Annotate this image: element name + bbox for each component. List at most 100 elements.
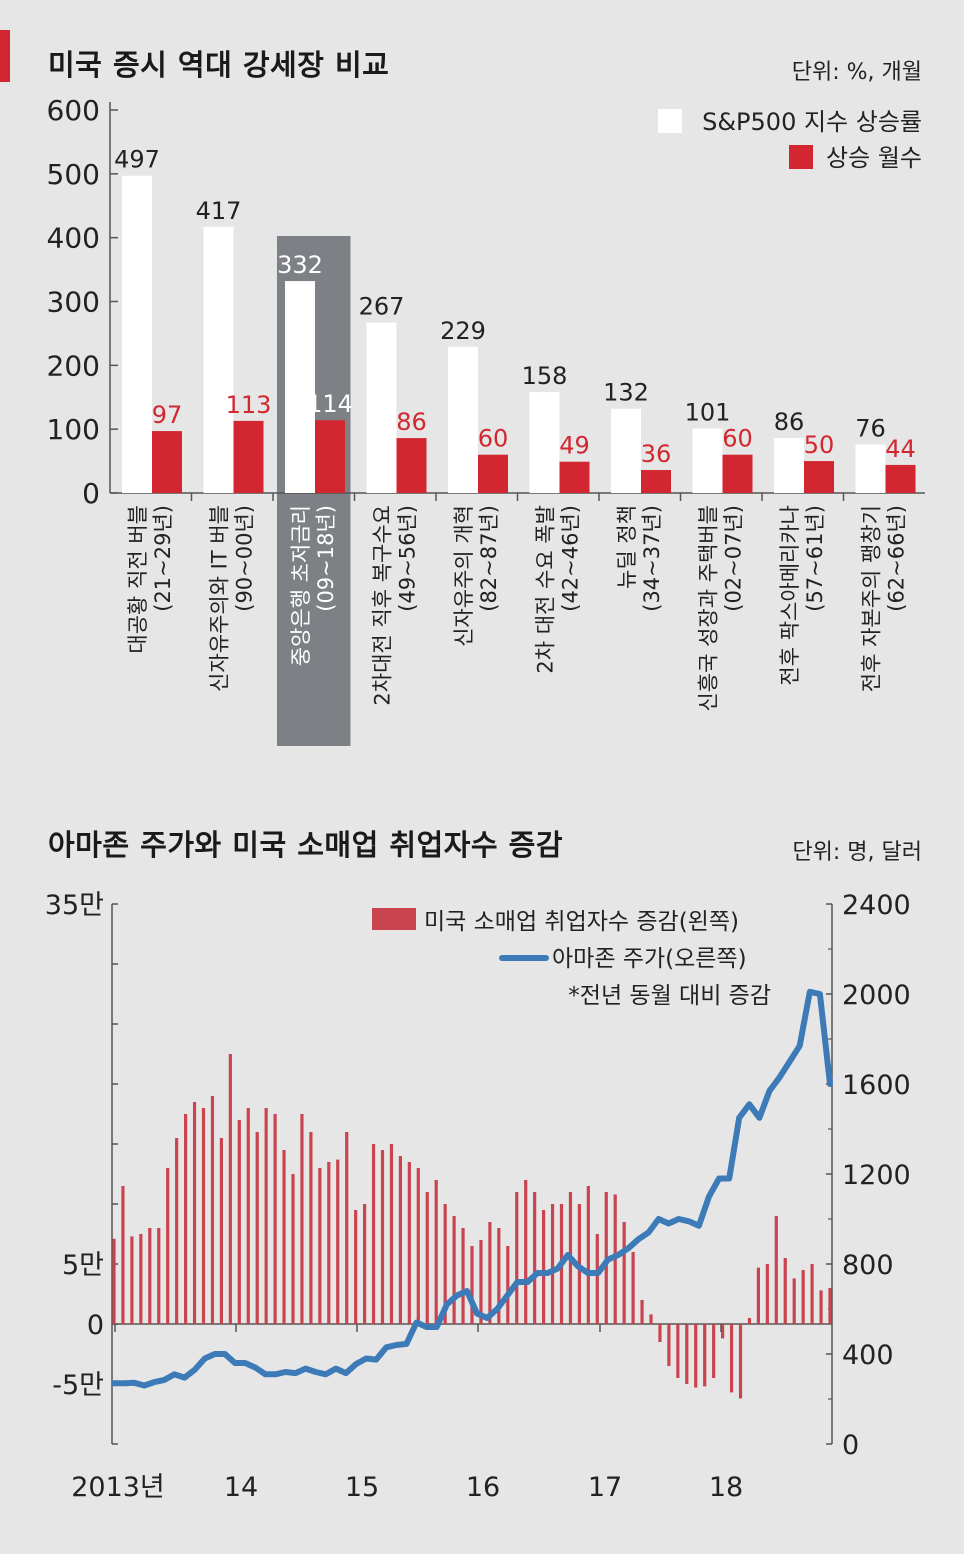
employment-bar (166, 1168, 170, 1324)
employment-bar (631, 1252, 635, 1324)
employment-bar (282, 1150, 286, 1324)
employment-bar (738, 1324, 743, 1399)
employment-bar (139, 1234, 143, 1324)
legend-label-index-rise: S&P500 지수 상승률 (702, 108, 922, 136)
category-label-name: 대공황 직전 버블 (126, 505, 150, 654)
legend-swatch-employment (372, 908, 416, 930)
data-label-months: 113 (226, 391, 272, 419)
employment-bar (765, 1264, 769, 1324)
bar-months (478, 454, 508, 493)
category-label-years: (90~00년) (232, 505, 256, 612)
employment-bar (676, 1324, 680, 1378)
employment-bar (640, 1300, 644, 1324)
legend-label-amazon: 아마존 주가(오른쪽) (552, 946, 747, 972)
category-label: 신자유주의 개혁 (82~87년) (452, 505, 501, 647)
bar-index-rise (529, 392, 560, 493)
bar-index-rise (774, 438, 804, 493)
employment-bar (783, 1258, 787, 1324)
bar-months (233, 420, 264, 493)
employment-bar (291, 1174, 295, 1324)
bull-market-bar-chart: 0 100 200 300 400 500 600 497 97 대공황 직전 버블 (21~29년… (47, 94, 925, 746)
category-label-years: (09~18년) (314, 505, 338, 612)
employment-bar (273, 1114, 277, 1324)
category-label: 대공황 직전 버블 (21~29년) (126, 505, 175, 654)
chart-note: *전년 동월 대비 증감 (568, 983, 771, 1009)
bar-months (722, 454, 753, 493)
right-tick-label: 2400 (842, 890, 911, 921)
employment-bar (774, 1216, 778, 1324)
category-label-name: 신흥국 성장과 주택버블 (696, 505, 720, 712)
employment-bar (747, 1318, 752, 1324)
top-chart-title: 미국 증시 역대 강세장 비교 (48, 48, 390, 82)
data-label-index-rise: 497 (114, 146, 160, 174)
employment-bar (389, 1144, 394, 1324)
y-tick-label: 100 (47, 413, 100, 446)
bar-index-rise (285, 281, 315, 493)
data-label-index-rise: 101 (685, 399, 731, 427)
employment-bar (452, 1216, 456, 1324)
category-label-years: (49~56년) (395, 505, 419, 612)
category-label: 전후 팍스아메리카나 (57~61년) (778, 505, 827, 686)
employment-bar (219, 1138, 223, 1324)
left-tick-label: -5만 (52, 1370, 104, 1401)
employment-bar (121, 1186, 125, 1324)
category-label-years: (62~66년) (884, 505, 908, 612)
right-tick-label: 1600 (842, 1070, 911, 1101)
amazon-price-line (111, 988, 833, 1389)
right-tick-label: 800 (842, 1250, 894, 1281)
category-label-name: 중앙은행 초저금리 (289, 505, 313, 666)
employment-bar (380, 1150, 385, 1324)
category-label-name: 전후 팍스아메리카나 (778, 505, 802, 686)
employment-bar (184, 1114, 188, 1324)
right-tick-label: 2000 (842, 980, 911, 1011)
left-tick-label: 35만 (45, 890, 104, 921)
data-label-index-rise: 332 (277, 251, 323, 279)
data-label-index-rise: 132 (603, 379, 649, 407)
employment-bar (246, 1108, 250, 1324)
data-label-index-rise: 76 (855, 414, 886, 442)
employment-bar (649, 1314, 653, 1324)
employment-bar (756, 1267, 760, 1324)
y-tick-label: 500 (47, 158, 100, 191)
employment-bar (363, 1204, 367, 1324)
data-label-months: 50 (804, 431, 835, 459)
data-label-index-rise: 417 (196, 197, 242, 225)
employment-bar (354, 1210, 358, 1324)
bar-index-rise (611, 408, 641, 493)
data-label-months: 114 (307, 390, 353, 418)
bar-months (396, 438, 427, 493)
bar-index-rise (448, 346, 478, 493)
bar-months (885, 464, 916, 493)
employment-bar (703, 1324, 707, 1387)
category-label-name: 뉴딜 정책 (615, 505, 639, 589)
employment-bar (533, 1192, 537, 1324)
employment-bar (228, 1054, 232, 1324)
legend-swatch-index-rise (658, 109, 682, 133)
employment-bar (300, 1114, 304, 1324)
employment-bar (336, 1159, 340, 1324)
category-label-years: (34~37년) (640, 505, 664, 612)
employment-bar (801, 1270, 805, 1324)
category-label-years: (57~61년) (803, 505, 827, 612)
data-label-months: 60 (722, 425, 753, 453)
legend-label-months: 상승 월수 (826, 144, 922, 172)
employment-bar (819, 1290, 823, 1324)
left-tick-label: 5만 (62, 1250, 104, 1281)
employment-bar (586, 1186, 590, 1324)
employment-bar (810, 1264, 814, 1324)
bar-months (559, 461, 590, 493)
employment-bar (425, 1192, 429, 1324)
employment-bar (327, 1162, 331, 1324)
data-label-months: 86 (396, 408, 427, 436)
employment-bar (694, 1324, 698, 1388)
data-label-months: 36 (641, 440, 672, 468)
employment-bar (210, 1096, 215, 1324)
right-tick-label: 1200 (842, 1160, 911, 1191)
bottom-chart-title: 아마존 주가와 미국 소매업 취업자수 증감 (48, 828, 564, 862)
employment-bar (685, 1324, 689, 1384)
employment-bar (192, 1102, 197, 1324)
right-tick-label: 0 (842, 1430, 859, 1461)
employment-bar (237, 1120, 241, 1324)
employment-bar (721, 1324, 725, 1339)
